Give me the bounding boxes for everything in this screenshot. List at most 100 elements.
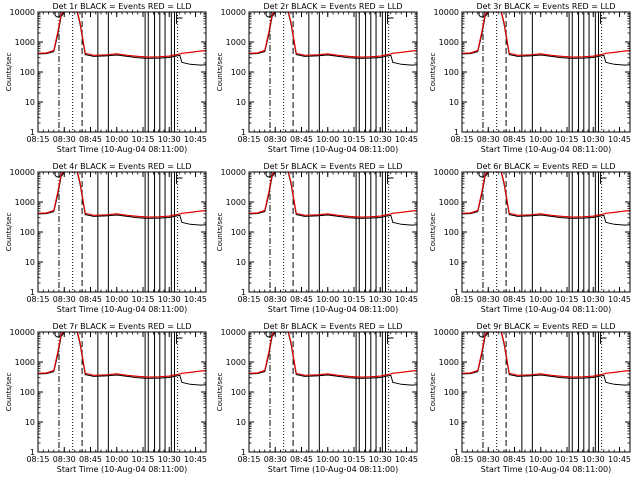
marker-circle [265, 172, 273, 178]
x-tick-label: 10:45 [608, 455, 631, 464]
panel-title: Det 4r BLACK = Events RED = LLD [52, 162, 191, 171]
lld-curve [249, 172, 417, 218]
x-tick-label: 08:30 [477, 135, 500, 144]
y-tick-label: 1000 [439, 358, 459, 367]
panel-9: Det 9r BLACK = Events RED = LLD Counts/se… [429, 322, 631, 474]
y-tick-label: 10000 [10, 328, 35, 337]
y-tick-label: 10 [25, 98, 35, 107]
plot-frame [37, 331, 207, 453]
x-tick-label: 08:15 [26, 455, 49, 464]
x-tick-label: 08:15 [26, 135, 49, 144]
y-tick-label: 1000 [226, 198, 246, 207]
y-tick-label: 1000 [15, 198, 35, 207]
y-tick-label: 10 [236, 418, 246, 427]
y-tick-label: 10000 [10, 8, 35, 17]
marker-bracket [387, 172, 394, 184]
x-tick-label: 08:15 [450, 295, 473, 304]
x-tick-label: 10:00 [105, 135, 128, 144]
panel-7: Det 7r BLACK = Events RED = LLD Counts/se… [5, 322, 207, 474]
y-tick-label: 100 [444, 228, 459, 237]
marker-circle [478, 332, 486, 338]
x-tick-label: 10:15 [131, 295, 154, 304]
x-tick-label: 08:45 [290, 135, 313, 144]
lld-curve [249, 12, 417, 58]
lld-curve [38, 12, 206, 58]
plot-frame [248, 11, 418, 133]
x-tick-label: 10:00 [529, 135, 552, 144]
y-tick-label: 1 [454, 448, 459, 457]
x-tick-label: 08:15 [450, 135, 473, 144]
x-tick-label: 10:45 [608, 135, 631, 144]
x-axis-label: Start Time (10-Aug-04 08:11:00) [481, 465, 612, 474]
plot-area [38, 172, 206, 292]
x-tick-label: 10:15 [555, 455, 578, 464]
y-axis-label: Counts/sec [429, 53, 437, 92]
x-tick-label: 10:15 [342, 135, 365, 144]
plot-frame [37, 11, 207, 133]
x-tick-label: 10:00 [316, 295, 339, 304]
x-tick-label: 10:00 [316, 135, 339, 144]
x-axis-label: Start Time (10-Aug-04 08:11:00) [268, 305, 399, 314]
panel-title: Det 8r BLACK = Events RED = LLD [263, 322, 402, 331]
x-tick-label: 08:15 [237, 135, 260, 144]
y-tick-label: 1000 [15, 358, 35, 367]
x-tick-label: 10:45 [184, 295, 207, 304]
x-tick-label: 10:15 [342, 455, 365, 464]
lld-curve [38, 332, 206, 378]
y-tick-label: 10 [25, 418, 35, 427]
x-tick-label: 10:00 [105, 295, 128, 304]
x-tick-label: 08:45 [503, 455, 526, 464]
x-tick-label: 10:30 [158, 295, 181, 304]
x-tick-label: 10:15 [555, 135, 578, 144]
x-tick-label: 08:15 [237, 295, 260, 304]
panel-6: Det 6r BLACK = Events RED = LLD Counts/se… [429, 162, 631, 314]
x-tick-label: 08:30 [477, 295, 500, 304]
x-tick-label: 08:30 [264, 295, 287, 304]
y-tick-label: 1 [454, 128, 459, 137]
y-tick-label: 1000 [226, 358, 246, 367]
x-tick-label: 08:30 [264, 455, 287, 464]
panel-1: Det 1r BLACK = Events RED = LLD Counts/se… [5, 2, 207, 154]
y-tick-label: 1000 [439, 38, 459, 47]
plot-frame [248, 331, 418, 453]
plot-area [462, 12, 630, 132]
y-tick-label: 10 [236, 258, 246, 267]
x-tick-label: 08:30 [264, 135, 287, 144]
marker-bracket [600, 332, 607, 344]
y-axis-label: Counts/sec [5, 373, 13, 412]
y-axis-label: Counts/sec [429, 213, 437, 252]
x-axis-label: Start Time (10-Aug-04 08:11:00) [268, 465, 399, 474]
panel-8: Det 8r BLACK = Events RED = LLD Counts/se… [216, 322, 418, 474]
x-tick-label: 08:30 [53, 135, 76, 144]
y-axis-label: Counts/sec [216, 213, 224, 252]
plot-area [249, 12, 417, 132]
x-tick-label: 10:15 [131, 455, 154, 464]
y-tick-label: 1 [241, 128, 246, 137]
plot-area [38, 12, 206, 132]
y-tick-label: 100 [231, 228, 246, 237]
x-tick-label: 10:00 [529, 295, 552, 304]
x-tick-label: 10:30 [369, 295, 392, 304]
panel-4: Det 4r BLACK = Events RED = LLD Counts/se… [5, 162, 207, 314]
panel-3: Det 3r BLACK = Events RED = LLD Counts/se… [429, 2, 631, 154]
y-tick-label: 1 [30, 288, 35, 297]
lld-curve [249, 332, 417, 378]
x-tick-label: 10:45 [184, 135, 207, 144]
y-tick-label: 10000 [434, 168, 459, 177]
y-axis-label: Counts/sec [216, 53, 224, 92]
y-tick-label: 10 [236, 98, 246, 107]
marker-bracket [176, 172, 183, 184]
lld-curve [462, 332, 630, 378]
y-tick-label: 10000 [221, 8, 246, 17]
x-axis-label: Start Time (10-Aug-04 08:11:00) [481, 145, 612, 154]
x-axis-label: Start Time (10-Aug-04 08:11:00) [268, 145, 399, 154]
y-tick-label: 100 [20, 68, 35, 77]
marker-circle [265, 12, 273, 18]
y-tick-label: 100 [20, 228, 35, 237]
x-tick-label: 08:15 [26, 295, 49, 304]
x-tick-label: 10:00 [105, 455, 128, 464]
y-tick-label: 1000 [226, 38, 246, 47]
x-tick-label: 08:30 [477, 455, 500, 464]
lld-curve [462, 172, 630, 218]
marker-circle [265, 332, 273, 338]
